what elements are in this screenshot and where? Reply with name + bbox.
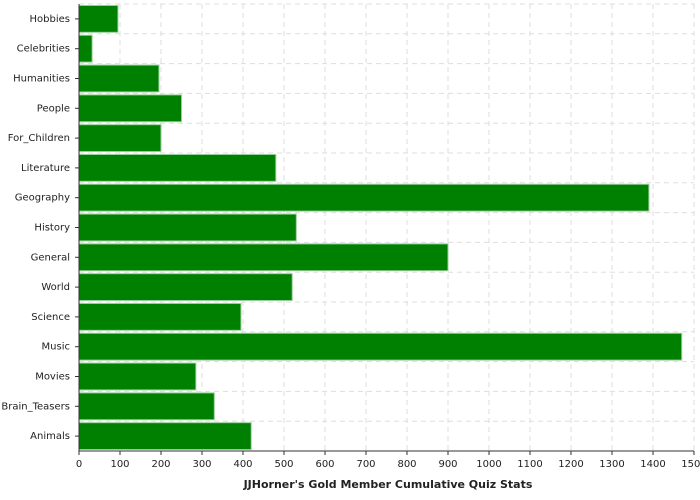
bar [78, 4, 119, 33]
y-tick-label: Science [31, 312, 70, 323]
x-tick-label: 200 [151, 459, 170, 470]
bar [78, 124, 162, 153]
y-tick-label: History [34, 223, 70, 234]
bar [78, 422, 252, 451]
y-tick-label: Literature [21, 163, 70, 174]
bar [78, 213, 297, 242]
x-tick-label: 1300 [599, 459, 624, 470]
x-tick-label: 1100 [517, 459, 542, 470]
y-tick-label: Hobbies [30, 14, 70, 25]
x-tick-label: 800 [397, 459, 416, 470]
x-tick-label: 400 [233, 459, 252, 470]
y-tick-label: Animals [30, 431, 70, 442]
x-tick-label: 1400 [640, 459, 665, 470]
bar [78, 302, 242, 331]
bar [78, 392, 215, 421]
bar [78, 94, 182, 123]
y-tick-label: Music [42, 342, 70, 353]
y-tick-label: Movies [35, 372, 70, 383]
bar [78, 64, 160, 93]
y-tick-label: Brain_Teasers [1, 401, 70, 412]
y-tick-label: General [31, 252, 70, 263]
y-tick-label: Celebrities [17, 44, 70, 55]
x-tick-label: 300 [192, 459, 211, 470]
x-tick-label: 0 [76, 459, 82, 470]
x-tick-label: 700 [356, 459, 375, 470]
bar [78, 153, 277, 182]
bar [78, 362, 197, 391]
y-tick-label: World [41, 282, 70, 293]
bar [78, 273, 293, 302]
x-tick-label: 1200 [558, 459, 583, 470]
x-tick-label: 600 [315, 459, 334, 470]
x-tick-label: 900 [438, 459, 457, 470]
x-axis-label: JJHorner's Gold Member Cumulative Quiz S… [243, 478, 533, 491]
x-tick-label: 1500 [681, 459, 700, 470]
x-tick-label: 500 [274, 459, 293, 470]
y-tick-label: Humanities [13, 74, 70, 85]
bar [78, 183, 650, 212]
bar [78, 243, 449, 272]
y-tick-label: For_Children [8, 133, 70, 144]
bar [78, 34, 93, 63]
x-tick-label: 100 [110, 459, 129, 470]
x-tick-label: 1000 [476, 459, 501, 470]
y-tick-label: Geography [15, 193, 70, 204]
y-tick-label: People [37, 103, 70, 114]
bar [78, 332, 683, 361]
